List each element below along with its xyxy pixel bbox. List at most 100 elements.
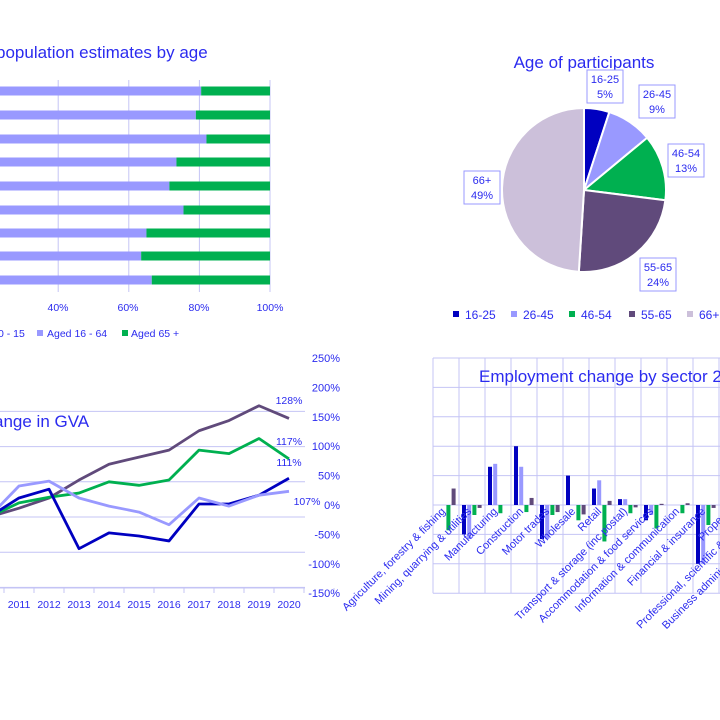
pie-label-category: 66+ (473, 175, 492, 187)
bar-aged-65-plus (169, 181, 270, 191)
x-tick-label: 40% (47, 302, 68, 314)
bar-aged-65-plus (201, 86, 270, 96)
bar-aged-16-64 (0, 134, 207, 144)
y-tick-label: 100% (312, 441, 340, 453)
legend-swatch (122, 330, 128, 336)
bar-dark-blue (696, 505, 700, 564)
pie-label-percent: 13% (675, 163, 697, 175)
legend-swatch (687, 311, 693, 317)
bar-aged-65-plus (141, 251, 270, 261)
bar-light-purple (649, 505, 654, 515)
bar-green (576, 505, 581, 521)
x-tick-label: 100% (257, 302, 284, 314)
pie-data-label-box (639, 257, 677, 292)
legend-swatch (37, 330, 43, 336)
pie-slice (581, 136, 667, 202)
pie-data-label-box (638, 84, 676, 119)
x-tick-label: 80% (188, 302, 209, 314)
bar-dark-purple (659, 503, 664, 505)
bar-green (446, 505, 451, 531)
bar-dark-purple (477, 505, 482, 508)
bar-dark-purple (529, 497, 534, 505)
population-chart-title: population estimates by age (0, 43, 208, 62)
pie-label-category: 46-54 (672, 148, 700, 160)
legend-label: 46-54 (581, 308, 612, 322)
bar-green (706, 505, 711, 525)
pie-data-label-box (667, 143, 705, 178)
legend-label: 16-25 (465, 308, 496, 322)
end-value-label: 111% (276, 457, 301, 469)
x-tick-label: 2020 (277, 599, 301, 611)
x-tick-label: 2012 (37, 599, 61, 611)
age-pie-chart: Age of participants 16-25 5% 16-25 26-45 9% 2… (453, 53, 719, 322)
bar-light-purple (701, 505, 706, 564)
legend-label-aged-0-15: 0 - 15 (0, 328, 25, 340)
employment-bar-chart: 250% 200% 150% 100% 50% 0% -50% -100% -150% Agric… (308, 353, 720, 632)
gva-line-chart: 0201120122013201420152016201720182019202… (0, 395, 335, 611)
bar-aged-65-plus (206, 134, 270, 144)
series-line-dark-purple (0, 404, 290, 516)
line-chart-title: ange in GVA (0, 412, 90, 431)
bar-dark-blue (566, 475, 570, 505)
bar-dark-blue (462, 505, 466, 535)
series-line-light-purple (0, 479, 290, 527)
bar-aged-16-64 (0, 251, 142, 261)
bar-dark-blue (514, 446, 518, 505)
bar-dark-purple (607, 500, 612, 505)
pie-label-percent: 9% (649, 104, 665, 116)
bar-light-purple (597, 480, 602, 505)
category-label: Agriculture, forestry & fishing (340, 506, 448, 614)
x-tick-label: 60% (117, 302, 138, 314)
x-tick-label: 2019 (247, 599, 271, 611)
bar-dark-purple (685, 503, 690, 505)
bar-green (602, 505, 607, 542)
pie-chart-title: Age of participants (514, 53, 655, 72)
legend-swatch (511, 311, 517, 317)
bar-dark-purple (711, 505, 716, 508)
legend-label: 26-45 (523, 308, 554, 322)
pie-label-category: 26-45 (643, 89, 671, 101)
y-tick-label: -150% (308, 588, 340, 600)
bar-green (680, 505, 685, 514)
bar-dark-purple (581, 505, 586, 515)
end-value-label: 117% (276, 436, 302, 448)
bar-aged-16-64 (0, 275, 152, 285)
legend-label: 66+ (699, 308, 719, 322)
pie-label-category: 55-65 (644, 262, 672, 274)
bar-aged-16-64 (0, 86, 202, 96)
x-tick-label: 2016 (157, 599, 181, 611)
bar-light-purple (519, 466, 524, 505)
pie-slice (501, 106, 585, 273)
x-tick-label: 2017 (187, 599, 211, 611)
y-tick-label: 200% (312, 382, 340, 394)
legend-swatch (629, 311, 635, 317)
bar-aged-16-64 (0, 205, 184, 215)
series-line-green (0, 437, 290, 514)
bar-green (654, 505, 659, 529)
bar-aged-65-plus (146, 228, 270, 238)
bar-dark-purple (555, 505, 560, 513)
y-tick-label: 50% (318, 471, 340, 483)
pie-slice (577, 188, 667, 273)
bar-green (550, 505, 555, 515)
legend-swatch (453, 311, 459, 317)
bar-dark-purple (633, 505, 638, 508)
bar-dark-blue (540, 505, 544, 540)
bar-dark-blue (592, 488, 596, 505)
bar-aged-16-64 (0, 228, 147, 238)
y-tick-label: -50% (314, 529, 340, 541)
bar-aged-16-64 (0, 157, 177, 167)
y-tick-label: 0% (324, 500, 340, 512)
x-tick-label: 2018 (217, 599, 241, 611)
end-value-label: 128% (276, 395, 303, 407)
end-value-label: 107% (294, 496, 321, 508)
bar-light-purple (467, 505, 472, 540)
pie-label-percent: 49% (471, 190, 493, 202)
bar-aged-65-plus (151, 275, 270, 285)
x-tick-label: 2015 (127, 599, 151, 611)
population-chart: population estimates by age 40% 60% 80% … (0, 43, 283, 340)
bar-aged-16-64 (0, 110, 196, 120)
pie-label-category: 16-25 (591, 74, 619, 86)
y-tick-label: 150% (312, 412, 340, 424)
bar-light-purple (545, 505, 550, 540)
